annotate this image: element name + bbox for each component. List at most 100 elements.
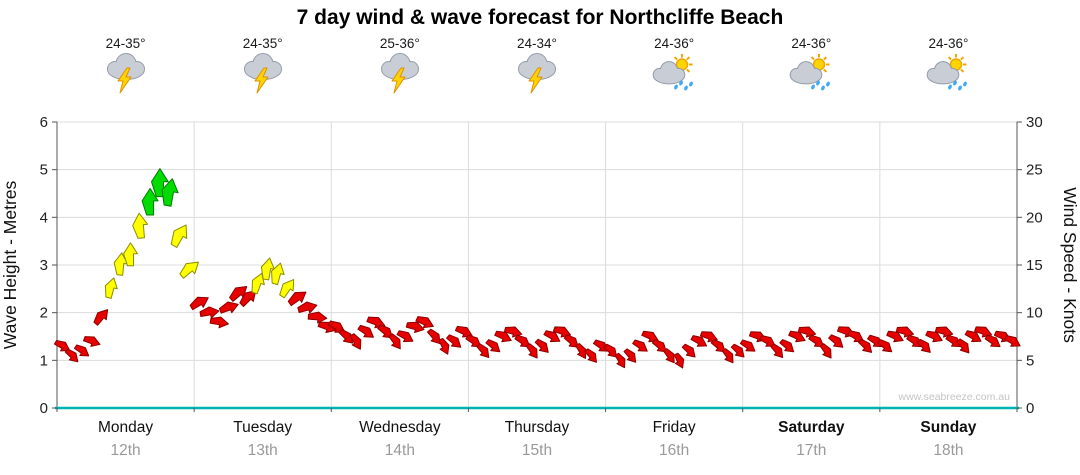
wind-arrow <box>82 336 101 347</box>
wind-arrow <box>563 334 579 348</box>
wind-arrow <box>984 334 1001 348</box>
wind-arrow <box>104 277 118 299</box>
svg-text:25: 25 <box>1026 162 1043 179</box>
wind-arrow <box>525 343 538 359</box>
wind-arrow <box>271 262 285 286</box>
temperature-range: 24-34° <box>517 36 557 51</box>
wind-arrow <box>338 328 354 344</box>
wind-arrow <box>454 325 473 338</box>
x-axis-labels: Monday 12th Tuesday 13th Wednesday 14th Thursd… <box>98 419 977 459</box>
svg-text:15: 15 <box>1026 257 1043 274</box>
temperature-range: 24-35° <box>242 36 283 51</box>
wind-arrow <box>681 343 696 358</box>
storm-icon <box>106 53 145 94</box>
wind-arrow <box>64 348 79 363</box>
wind-arrow <box>662 348 675 364</box>
temperature-range: 24-36° <box>791 36 832 51</box>
day-label: Saturday <box>778 419 845 436</box>
wind-arrow <box>485 339 501 353</box>
wind-arrow <box>575 343 587 359</box>
wind-arrow <box>132 212 149 239</box>
day-label: Wednesday <box>359 419 441 436</box>
tick-labels: 0 1 2 3 4 5 6 0 5 10 15 20 25 30 <box>40 114 1043 417</box>
wind-arrow <box>877 339 893 353</box>
wind-arrow <box>651 339 667 353</box>
wind-arrow <box>405 321 425 333</box>
wind-arrow <box>161 178 179 207</box>
y-right-axis-title: Wind Speed - Knots <box>1060 187 1080 343</box>
wind-arrow <box>239 290 257 308</box>
temperature-range: 24-35° <box>105 36 146 51</box>
wind-arrow <box>189 296 209 311</box>
wind-arrow <box>123 242 138 267</box>
wind-arrow <box>141 187 159 216</box>
wind-arrow <box>349 333 362 350</box>
sun-shower-icon <box>652 54 694 91</box>
wind-arrow <box>73 344 90 357</box>
wind-arrow <box>287 291 307 307</box>
day-forecast-saturday: 24-36° <box>756 36 866 99</box>
date-label: 18th <box>933 442 963 459</box>
wind-arrow <box>895 326 915 338</box>
wind-arrow <box>632 339 648 352</box>
wind-arrow <box>357 324 374 338</box>
day-label: Monday <box>98 419 153 436</box>
wind-arrow <box>779 339 795 353</box>
wind-arrow <box>327 320 346 333</box>
wind-arrow <box>388 333 401 350</box>
storm-icon <box>243 53 282 94</box>
date-label: 16th <box>659 442 689 459</box>
wind-arrow <box>721 348 734 364</box>
wind-arrow <box>730 343 745 358</box>
wind-arrow <box>514 334 531 348</box>
wind-arrow <box>307 311 328 324</box>
wind-arrow <box>808 334 825 348</box>
svg-text:10: 10 <box>1026 305 1043 322</box>
wind-arrow <box>699 331 718 343</box>
svg-text:30: 30 <box>1026 114 1043 131</box>
wind-arrow <box>170 224 188 248</box>
svg-text:3: 3 <box>40 257 48 274</box>
wind-arrow <box>438 337 450 355</box>
wind-arrow <box>690 335 708 347</box>
wind-arrow <box>209 316 229 329</box>
svg-text:2: 2 <box>40 305 48 322</box>
wind-arrow <box>584 348 597 363</box>
wind-arrow <box>964 330 982 343</box>
gridlines <box>57 121 1017 408</box>
wind-arrow <box>503 326 523 338</box>
wind-arrow <box>297 301 318 314</box>
chart-title: 7 day wind & wave forecast for Northclif… <box>296 6 784 29</box>
wind-arrow <box>710 339 726 353</box>
wind-arrow <box>377 324 394 339</box>
wind-arrow <box>251 272 265 295</box>
wind-arrow <box>543 330 561 343</box>
wind-arrow <box>426 328 441 345</box>
watermark: www.seabreeze.com.au <box>898 391 1011 403</box>
wind-arrow <box>614 352 626 369</box>
wind-arrow <box>847 330 865 343</box>
wind-arrow <box>446 334 462 348</box>
day-label: Tuesday <box>233 419 292 436</box>
wind-arrow <box>956 338 970 354</box>
wind-arrow <box>396 330 414 343</box>
wind-arrow <box>279 279 295 299</box>
date-label: 14th <box>385 442 415 459</box>
wind-arrow <box>53 339 71 352</box>
wind-arrow <box>641 330 659 343</box>
wind-arrow <box>603 343 618 358</box>
date-label: 17th <box>796 442 826 459</box>
day-label: Friday <box>653 419 696 436</box>
day-label: Sunday <box>920 419 976 436</box>
wind-arrow <box>179 261 199 279</box>
day-label: Thursday <box>505 419 570 436</box>
wind-arrow <box>906 334 923 348</box>
svg-text:0: 0 <box>1026 400 1034 417</box>
wind-arrow <box>623 348 637 363</box>
temperature-range: 25-36° <box>379 36 420 51</box>
wind-arrow <box>1004 335 1021 347</box>
day-forecast-monday: 24-35° <box>71 36 181 99</box>
wind-arrow <box>797 326 817 338</box>
wind-arrow <box>218 301 239 314</box>
